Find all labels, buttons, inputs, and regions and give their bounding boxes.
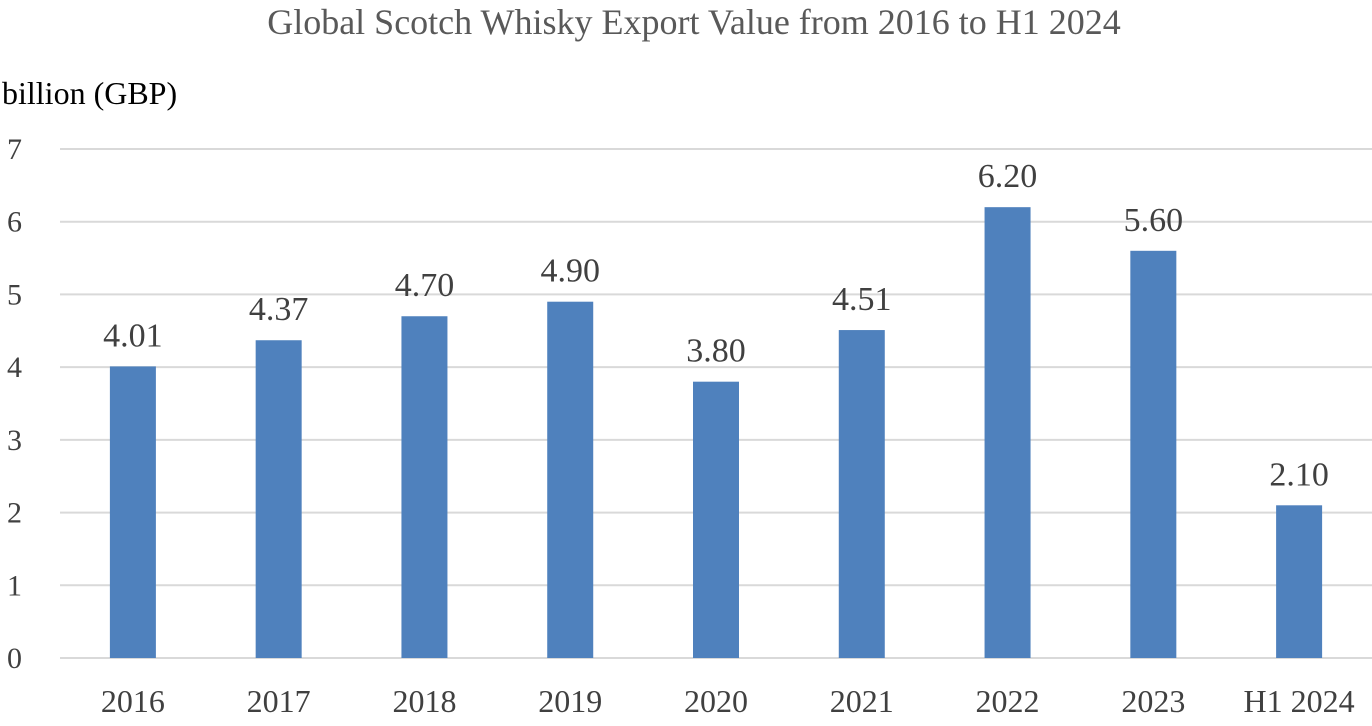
bar — [693, 381, 739, 658]
x-tick-label: 2023 — [1121, 683, 1185, 719]
x-axis-ticks: 2016 2017 2018 2019 2020 2021 2022 2023 H1 2024 — [101, 683, 1355, 719]
x-tick-label: 2018 — [392, 683, 456, 719]
data-label: 3.80 — [686, 333, 746, 370]
y-tick-label: 2 — [7, 497, 22, 530]
data-labels: 4.01 4.37 4.70 4.90 3.80 4.51 6.20 5.60 2.10 — [103, 158, 1329, 493]
x-tick-label: 2022 — [976, 683, 1040, 719]
y-tick-label: 4 — [7, 351, 22, 384]
x-tick-label: H1 2024 — [1244, 683, 1355, 719]
data-label: 4.90 — [540, 253, 600, 290]
bar — [401, 316, 448, 658]
x-tick-label: 2016 — [101, 683, 165, 719]
data-label: 4.01 — [103, 317, 163, 354]
bar — [255, 340, 302, 658]
x-tick-label: 2017 — [247, 683, 311, 719]
bar — [1130, 250, 1177, 659]
data-label: 4.70 — [395, 267, 455, 304]
data-label: 6.20 — [978, 158, 1038, 195]
y-tick-label: 0 — [7, 642, 22, 675]
y-tick-label: 5 — [7, 278, 22, 311]
data-label: 4.37 — [249, 291, 309, 328]
y-axis-unit-label: billion (GBP) — [2, 75, 177, 111]
y-tick-label: 7 — [7, 133, 22, 166]
chart-title: Global Scotch Whisky Export Value from 2… — [267, 2, 1121, 42]
y-tick-label: 6 — [7, 206, 22, 239]
data-label: 2.10 — [1269, 456, 1329, 493]
y-tick-label: 3 — [7, 424, 22, 457]
x-tick-label: 2019 — [538, 683, 602, 719]
y-tick-label: 1 — [7, 569, 22, 602]
data-label: 4.51 — [832, 281, 892, 318]
y-axis-ticks: 0 1 2 3 4 5 6 7 — [7, 133, 22, 675]
bar — [1276, 505, 1323, 658]
bar — [984, 207, 1031, 658]
bar — [109, 366, 156, 658]
bars — [109, 207, 1323, 659]
x-tick-label: 2021 — [830, 683, 894, 719]
bar — [838, 330, 885, 658]
x-tick-label: 2020 — [684, 683, 748, 719]
data-label: 5.60 — [1124, 202, 1184, 239]
bar — [547, 301, 594, 658]
